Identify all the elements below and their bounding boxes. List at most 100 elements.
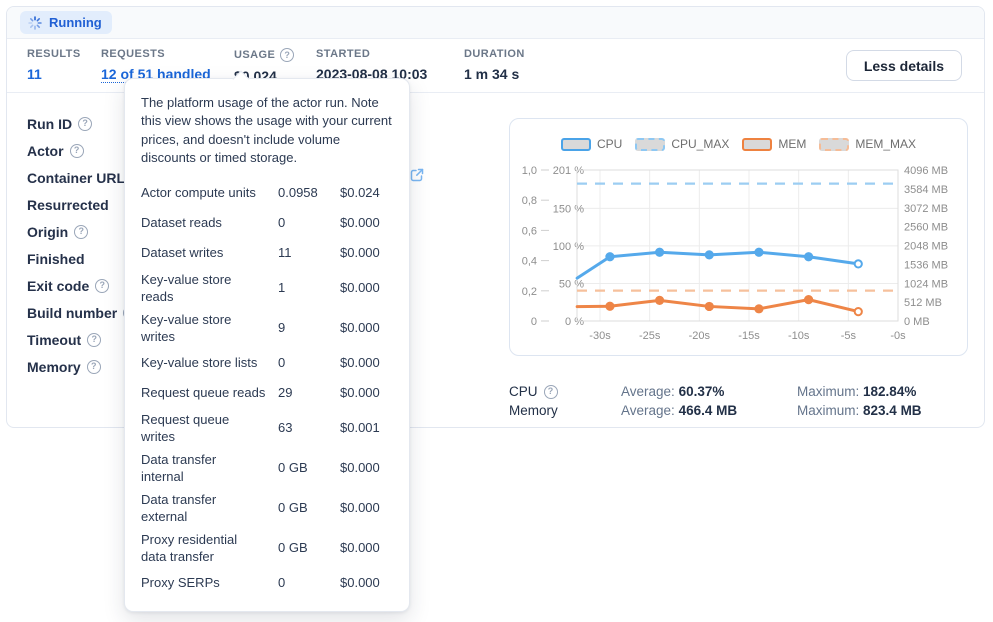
field-label: Finished [27, 250, 85, 267]
field-label: Timeout [27, 331, 82, 348]
stat-started: STARTED 2023-08-08 10:03 [316, 48, 427, 82]
usage-row-label: Request queue writes [141, 411, 230, 444]
field-label: Actor [27, 142, 64, 159]
usage-row-qty: 0 [278, 575, 286, 591]
usage-row-price: $0.000 [340, 320, 380, 336]
svg-text:0,8: 0,8 [522, 195, 537, 207]
svg-text:2560 MB: 2560 MB [904, 222, 948, 234]
svg-text:50 %: 50 % [559, 278, 584, 290]
usage-row-label: Proxy residential data transfer [141, 531, 238, 564]
svg-text:-5s: -5s [841, 330, 857, 342]
cpu-help-icon[interactable]: ? [543, 384, 558, 399]
origin-help-icon[interactable]: ? [74, 224, 89, 239]
chart-legend: CPU CPU_MAX MEM MEM_MAX [510, 137, 967, 151]
svg-text:3584 MB: 3584 MB [904, 184, 948, 196]
svg-text:0,4: 0,4 [522, 256, 537, 268]
svg-text:201 %: 201 % [553, 165, 584, 177]
usage-row: Request queue writes 63 $0.001 [141, 411, 393, 445]
usage-row-price: $0.000 [340, 245, 380, 261]
memory-stat-label: Memory [509, 403, 558, 418]
started-label: STARTED [316, 48, 371, 60]
field-finished: Finished [27, 245, 145, 272]
cpu-max-swatch [635, 137, 666, 151]
legend-label: CPU_MAX [671, 137, 730, 151]
mem-max-swatch [819, 137, 850, 151]
usage-row-qty: 0 GB [278, 460, 308, 476]
requests-label: REQUESTS [101, 48, 166, 60]
usage-row-label: Request queue reads [141, 385, 266, 401]
legend-item-mem[interactable]: MEM [742, 137, 806, 151]
usage-row-label: Data transfer internal [141, 451, 217, 484]
memory-help-icon[interactable]: ? [86, 359, 101, 374]
usage-row-price: $0.001 [340, 420, 380, 436]
usage-row-price: $0.000 [340, 540, 380, 556]
cpu-max-label: Maximum: [797, 384, 860, 399]
spinner-icon [28, 15, 42, 30]
usage-row: Actor compute units 0.0958 $0.024 [141, 181, 393, 205]
svg-text:1,0: 1,0 [522, 165, 537, 177]
stat-duration: DURATION 1 m 34 s [464, 48, 525, 82]
less-details-button[interactable]: Less details [845, 50, 962, 81]
usage-chart-svg: -30s -25s -20s -15s -10s -5s -0s 0 % 50 % 100 % 15… [522, 165, 948, 342]
svg-text:100 %: 100 % [553, 241, 584, 253]
run-fields-list: Run ID? Actor? Container URL? Resurrecte… [27, 110, 145, 380]
usage-row: Data transfer internal 0 GB $0.000 [141, 451, 393, 485]
svg-text:-30s: -30s [589, 330, 611, 342]
field-label: Container URL [27, 169, 125, 186]
svg-text:-0s: -0s [890, 330, 906, 342]
svg-text:0,6: 0,6 [522, 225, 537, 237]
usage-row-price: $0.000 [340, 460, 380, 476]
results-label: RESULTS [27, 48, 81, 60]
svg-text:1024 MB: 1024 MB [904, 278, 948, 290]
legend-label: CPU [596, 137, 623, 151]
usage-row-label: Dataset writes [141, 245, 224, 261]
memory-max-label: Maximum: [797, 403, 860, 418]
usage-row-label: Dataset reads [141, 215, 222, 231]
external-link-icon[interactable] [409, 167, 425, 183]
field-timeout: Timeout? [27, 326, 145, 353]
field-label: Build number [27, 304, 118, 321]
duration-label: DURATION [464, 48, 525, 60]
field-origin: Origin? [27, 218, 145, 245]
usage-row: Dataset reads 0 $0.000 [141, 211, 393, 235]
usage-row-qty: 63 [278, 420, 293, 436]
usage-row: Key-value store reads 1 $0.000 [141, 271, 393, 305]
svg-text:0 MB: 0 MB [904, 316, 930, 328]
stat-results: RESULTS 11 [27, 48, 81, 82]
usage-row: Key-value store lists 0 $0.000 [141, 351, 393, 375]
memory-stats-row: Memory Average: 466.4 MB Maximum: 823.4 … [509, 401, 979, 420]
cpu-avg-label: Average: [621, 384, 675, 399]
timeout-help-icon[interactable]: ? [87, 332, 102, 347]
usage-row-label: Actor compute units [141, 185, 256, 201]
cpu-swatch [560, 137, 591, 151]
results-value[interactable]: 11 [27, 66, 42, 82]
duration-value: 1 m 34 s [464, 66, 520, 82]
usage-row-qty: 9 [278, 320, 286, 336]
usage-row: Proxy SERPs 0 $0.000 [141, 571, 393, 595]
status-label: Running [49, 15, 102, 30]
usage-row-price: $0.000 [340, 355, 380, 371]
usage-row-price: $0.000 [340, 575, 380, 591]
legend-item-cpu-max[interactable]: CPU_MAX [635, 137, 729, 151]
field-label: Origin [27, 223, 69, 240]
svg-text:-15s: -15s [738, 330, 760, 342]
usage-help-icon[interactable]: ? [280, 48, 295, 62]
field-actor: Actor? [27, 137, 145, 164]
svg-text:4096 MB: 4096 MB [904, 165, 948, 177]
actor-help-icon[interactable]: ? [69, 143, 84, 158]
cpu-stats-row: CPU? Average: 60.37% Maximum: 182.84% [509, 382, 979, 401]
usage-row-qty: 0.0958 [278, 185, 318, 201]
usage-row-qty: 1 [278, 280, 286, 296]
run-id-help-icon[interactable]: ? [78, 116, 93, 131]
exit-code-help-icon[interactable]: ? [95, 278, 110, 293]
stat-requests: REQUESTS 12 of 51 handled [101, 48, 211, 82]
svg-text:-20s: -20s [689, 330, 711, 342]
legend-item-cpu[interactable]: CPU [560, 137, 623, 151]
usage-row-qty: 0 [278, 215, 286, 231]
memory-avg-label: Average: [621, 403, 675, 418]
usage-row: Dataset writes 11 $0.000 [141, 241, 393, 265]
legend-item-mem-max[interactable]: MEM_MAX [819, 137, 916, 151]
usage-row: Proxy residential data transfer 0 GB $0.00… [141, 531, 393, 565]
cpu-max-value: 182.84% [863, 384, 917, 399]
legend-label: MEM_MAX [855, 137, 917, 151]
